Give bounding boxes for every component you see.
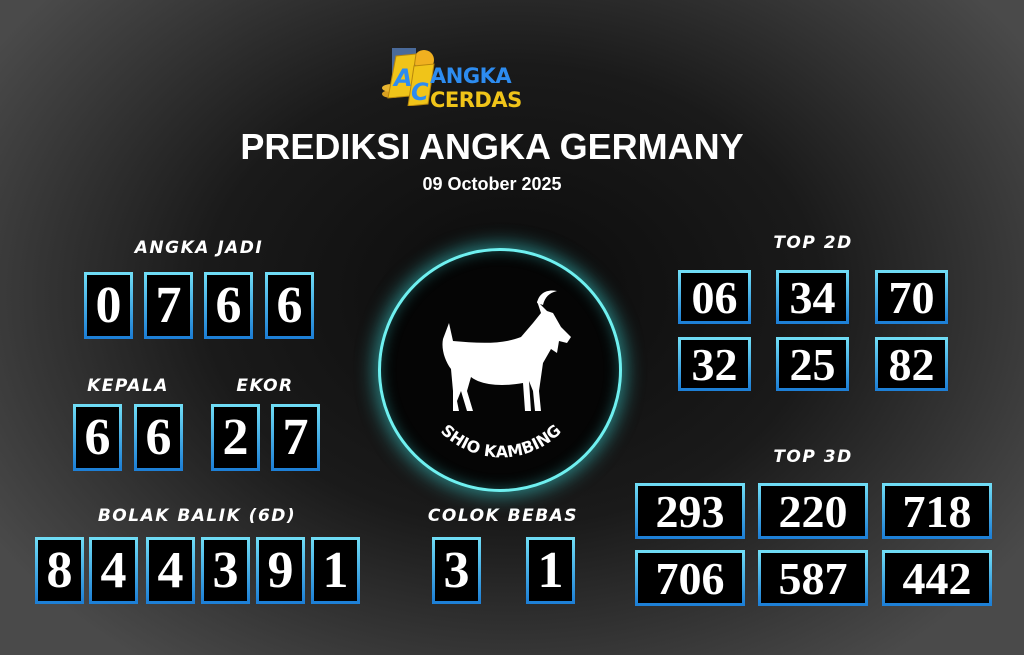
kepala-digit: 6 [134, 404, 183, 471]
logo-text: ANGKA CERDAS [430, 64, 603, 112]
colok-bebas-digit: 3 [432, 537, 481, 604]
angka-jadi-digit: 6 [204, 272, 253, 339]
logo-badge-icon: A C [382, 48, 435, 106]
colok-bebas-label: COLOK BEBAS [427, 506, 579, 526]
svg-text:C: C [411, 78, 429, 106]
top3d-label: TOP 3D [773, 447, 853, 467]
logo-text-part2: CERDAS [430, 88, 522, 112]
top2d-value: 70 [875, 270, 948, 324]
logo: A C ANGKA CERDAS [378, 44, 603, 112]
angka-jadi-digit: 0 [84, 272, 133, 339]
shio-badge: SHIO KAMBING [378, 248, 622, 492]
kepala-digit: 6 [73, 404, 122, 471]
top2d-label: TOP 2D [773, 233, 853, 253]
goat-icon [442, 290, 571, 411]
angka-jadi-digit: 6 [265, 272, 314, 339]
angka-jadi-label: ANGKA JADI [134, 238, 264, 258]
top3d-value: 587 [758, 550, 868, 606]
ekor-digit: 2 [211, 404, 260, 471]
top2d-value: 82 [875, 337, 948, 391]
bolak-balik-digit: 1 [311, 537, 360, 604]
bolak-balik-digit: 8 [35, 537, 84, 604]
top3d-value: 220 [758, 483, 868, 539]
top2d-value: 25 [776, 337, 849, 391]
svg-text:A: A [392, 64, 413, 92]
ekor-label: EKOR [236, 376, 294, 396]
top2d-value: 06 [678, 270, 751, 324]
shio-label: SHIO KAMBING [437, 421, 564, 462]
logo-text-part1: ANGKA [430, 64, 512, 88]
ekor-digit: 7 [271, 404, 320, 471]
colok-bebas-digit: 1 [526, 537, 575, 604]
top3d-value: 706 [635, 550, 745, 606]
bolak-balik-label: BOLAK BALIK (6D) [97, 506, 297, 526]
angka-jadi-digit: 7 [144, 272, 193, 339]
top3d-value: 442 [882, 550, 992, 606]
bolak-balik-digit: 4 [146, 537, 195, 604]
bolak-balik-digit: 4 [89, 537, 138, 604]
bolak-balik-digit: 9 [256, 537, 305, 604]
top2d-value: 32 [678, 337, 751, 391]
page-title: PREDIKSI ANGKA GERMANY [240, 126, 744, 167]
top2d-value: 34 [776, 270, 849, 324]
bolak-balik-digit: 3 [201, 537, 250, 604]
top3d-value: 293 [635, 483, 745, 539]
date: 09 October 2025 [422, 174, 562, 194]
kepala-label: KEPALA [87, 376, 169, 396]
top3d-value: 718 [882, 483, 992, 539]
